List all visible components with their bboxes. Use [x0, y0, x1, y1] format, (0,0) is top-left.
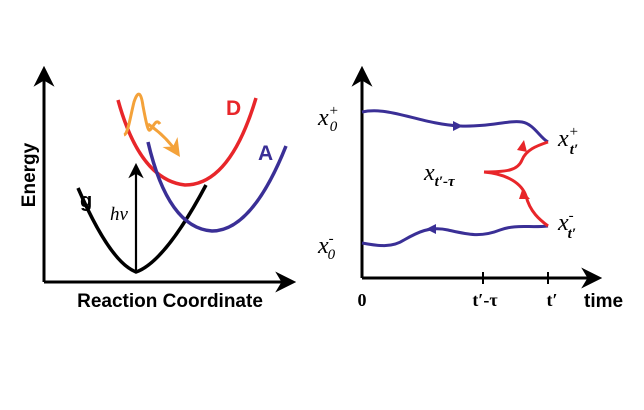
tick-label-t-minus-tau: t′-τ — [472, 290, 498, 310]
label-xt-minus: x-t′ — [557, 208, 576, 242]
middle-trajectory-lower — [483, 170, 549, 228]
acceptor-label: A — [258, 142, 273, 165]
excitation-label: hν — [110, 204, 129, 225]
middle-trajectory-arrowhead-lower — [519, 190, 530, 199]
lower-trajectory-arrowhead — [426, 224, 436, 234]
upper-trajectory-arrowhead — [453, 121, 463, 131]
middle-trajectory-upper — [483, 140, 549, 174]
label-x0-plus: x+ 0 — [317, 103, 339, 135]
right-panel: 0 t′-τ t′ time x+ 0 x-0 x+ t′ x-t′ xt′-τ — [317, 65, 623, 312]
label-x-mid: xt′-τ — [423, 160, 456, 190]
upper-trajectory — [361, 109, 549, 144]
tick-label-t-prime: t′ — [546, 290, 557, 310]
left-panel: Energy Reaction Coordinate g D A hν — [19, 65, 297, 312]
lower-trajectory — [361, 224, 549, 248]
donor-label: D — [226, 97, 241, 120]
ground-state-label: g — [80, 190, 92, 212]
excitation-label-text: hν — [110, 204, 129, 225]
acceptor-curve — [146, 141, 288, 233]
tick-label-zero: 0 — [358, 290, 367, 310]
wavepacket-arrow — [147, 122, 180, 157]
left-y-axis-label: Energy — [19, 142, 40, 207]
label-xt-plus: x+ t′ — [557, 124, 579, 158]
middle-trajectory-arrowhead-upper — [517, 140, 527, 152]
donor-curve — [116, 97, 258, 187]
label-x0-minus: x-0 — [317, 231, 336, 263]
left-x-axis-label: Reaction Coordinate — [77, 291, 263, 312]
ground-state-curve — [76, 184, 208, 274]
right-x-axis-label: time — [584, 291, 623, 312]
